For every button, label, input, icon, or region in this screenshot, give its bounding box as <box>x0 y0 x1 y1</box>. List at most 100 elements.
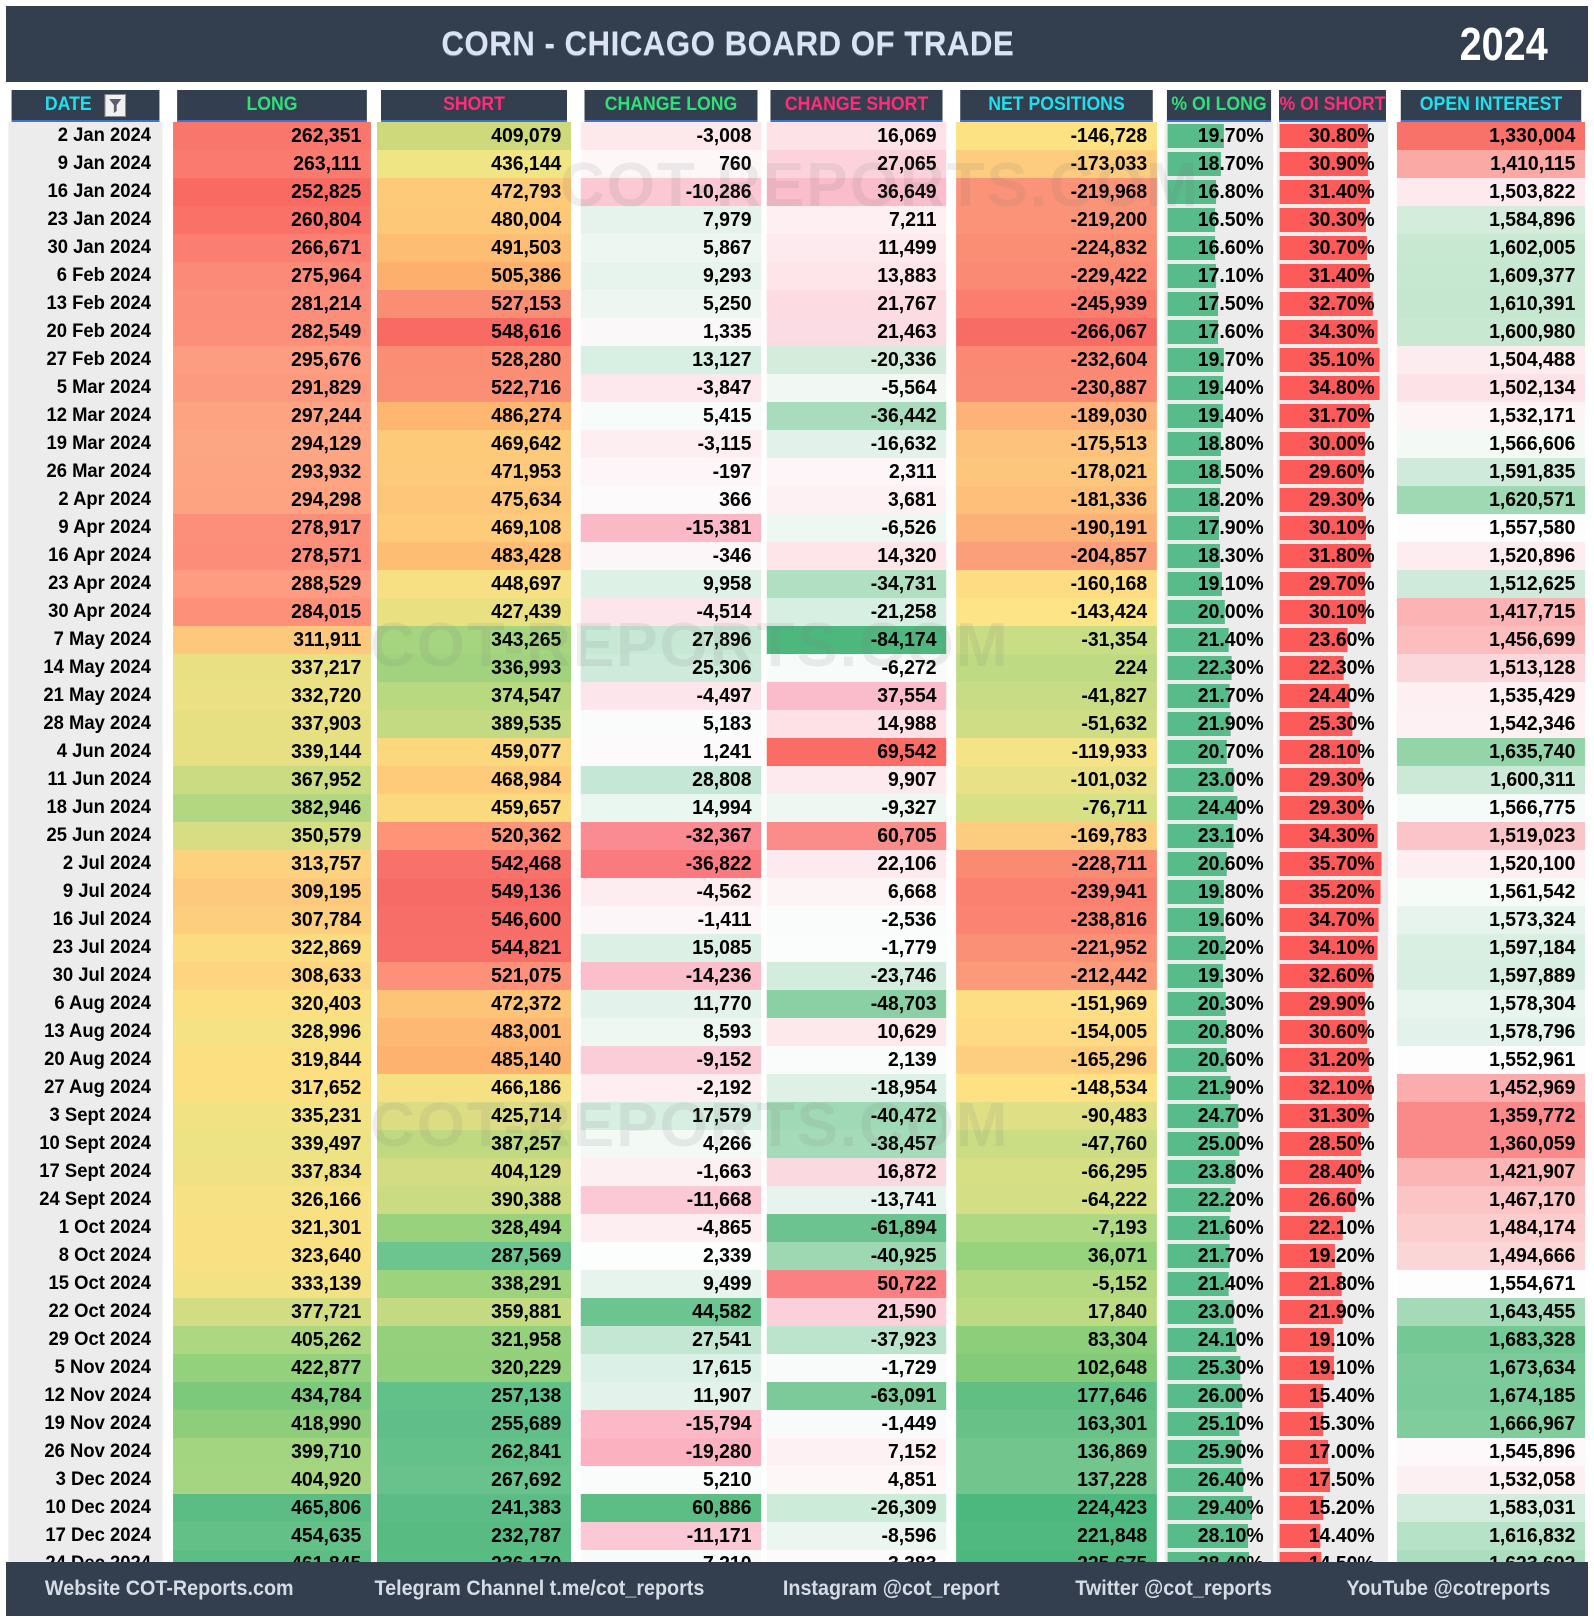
cell-oi-long: 21.90% <box>1164 1074 1274 1102</box>
table-row: 19 Mar 2024 294,129 469,642 -3,115 -16,632 -1… <box>6 430 1588 458</box>
oi-long-bar <box>1167 1440 1242 1464</box>
cell-long: 263,111 <box>173 150 371 178</box>
cell-oi-long: 20.60% <box>1164 850 1274 878</box>
spacer <box>1390 1354 1394 1382</box>
column-header-change-short[interactable]: CHANGE SHORT <box>770 90 943 122</box>
oi-long-bar <box>1167 180 1217 204</box>
cell-oi-short: 22.30% <box>1276 654 1389 682</box>
cell-long: 339,497 <box>173 1130 371 1158</box>
cell-net-positions: -228,711 <box>956 850 1157 878</box>
spacer <box>949 1494 953 1522</box>
cell-change-long: -36,822 <box>580 850 762 878</box>
cell-date: 10 Dec 2024 <box>8 1494 163 1522</box>
column-header-date[interactable]: DATE <box>11 90 160 122</box>
cell-change-short: -21,258 <box>766 598 947 626</box>
spacer <box>165 542 170 570</box>
spacer <box>949 90 953 122</box>
cell-long: 323,640 <box>173 1242 371 1270</box>
cell-net-positions: 83,304 <box>956 1326 1157 1354</box>
cell-change-short: 11,499 <box>766 234 947 262</box>
spacer <box>1390 430 1394 458</box>
spacer <box>1160 1046 1163 1074</box>
cell-oi-long-value: 18.70% <box>1197 153 1264 175</box>
table-row: 30 Jan 2024 266,671 491,503 5,867 11,499 -224… <box>6 234 1588 262</box>
cell-oi-long-value: 24.70% <box>1197 1105 1264 1127</box>
column-header-change-long[interactable]: CHANGE LONG <box>584 90 758 122</box>
cell-open-interest: 1,616,832 <box>1396 1522 1586 1550</box>
cell-change-short: -48,703 <box>766 990 947 1018</box>
spacer <box>1160 402 1163 430</box>
cell-oi-long-value: 21.40% <box>1197 1273 1264 1295</box>
cell-oi-short-value: 15.30% <box>1308 1413 1375 1435</box>
spacer <box>1390 990 1394 1018</box>
cell-oi-short: 31.80% <box>1276 542 1389 570</box>
oi-short-bar <box>1279 1384 1324 1408</box>
cell-oi-long: 25.90% <box>1164 1438 1274 1466</box>
cell-change-long: 17,579 <box>580 1102 762 1130</box>
cot-data-table: DATE LONG SHORT CHANGE LONG CHANGE SHORT… <box>6 90 1588 1578</box>
oi-long-bar <box>1167 376 1223 400</box>
cell-oi-long-value: 19.70% <box>1197 349 1264 371</box>
cell-net-positions: -7,193 <box>956 1214 1157 1242</box>
cell-oi-short: 28.50% <box>1276 1130 1389 1158</box>
footer-link-4[interactable]: YouTube @cotreports <box>1346 1577 1551 1600</box>
column-header-oi-long[interactable]: % OI LONG <box>1166 90 1272 122</box>
column-header-short[interactable]: SHORT <box>381 90 567 122</box>
cell-net-positions: -219,200 <box>956 206 1157 234</box>
cell-open-interest: 1,643,455 <box>1396 1298 1586 1326</box>
spacer <box>165 1382 170 1410</box>
cell-oi-long: 21.70% <box>1164 1242 1274 1270</box>
spacer <box>1390 374 1394 402</box>
oi-short-bar <box>1279 1216 1343 1240</box>
cell-open-interest: 1,456,699 <box>1396 626 1586 654</box>
cell-date: 12 Mar 2024 <box>8 402 163 430</box>
spacer <box>574 878 578 906</box>
cell-net-positions: -189,030 <box>956 402 1157 430</box>
cell-oi-long-value: 23.10% <box>1197 825 1264 847</box>
cell-oi-short: 26.60% <box>1276 1186 1389 1214</box>
column-header-open-interest[interactable]: OPEN INTEREST <box>1400 90 1582 122</box>
footer-link-3[interactable]: Twitter @cot_reports <box>1075 1577 1272 1600</box>
cell-change-short: -37,923 <box>766 1326 947 1354</box>
spacer <box>165 290 170 318</box>
cell-net-positions: -266,067 <box>956 318 1157 346</box>
cell-oi-short: 34.80% <box>1276 374 1389 402</box>
table-row: 17 Sept 2024 337,834 404,129 -1,663 16,872 -6… <box>6 1158 1588 1186</box>
cell-long: 322,869 <box>173 934 371 962</box>
spacer <box>165 458 170 486</box>
cell-net-positions: 224,423 <box>956 1494 1157 1522</box>
column-header-long[interactable]: LONG <box>177 90 367 122</box>
column-header-net-positions[interactable]: NET POSITIONS <box>960 90 1153 122</box>
spacer <box>949 1410 953 1438</box>
cell-oi-long-value: 20.70% <box>1197 741 1264 763</box>
spacer <box>165 766 170 794</box>
footer-link-1[interactable]: Telegram Channel t.me/cot_reports <box>374 1577 704 1600</box>
spacer <box>949 850 953 878</box>
cell-date: 13 Aug 2024 <box>8 1018 163 1046</box>
spacer <box>574 1298 578 1326</box>
footer-bar: Website COT-Reports.com Telegram Channel … <box>6 1562 1588 1616</box>
cell-change-short: -1,779 <box>766 934 947 962</box>
cell-oi-short-value: 23.60% <box>1308 629 1375 651</box>
filter-icon[interactable] <box>104 93 127 117</box>
spacer <box>1390 1382 1394 1410</box>
footer-link-0[interactable]: Website COT-Reports.com <box>44 1577 294 1600</box>
cell-change-long: -4,497 <box>580 682 762 710</box>
oi-long-bar <box>1167 964 1223 988</box>
footer-link-2[interactable]: Instagram @cot_report <box>783 1577 1001 1600</box>
cell-oi-long-value: 17.50% <box>1197 293 1264 315</box>
cell-open-interest: 1,519,023 <box>1396 822 1586 850</box>
cell-oi-long-value: 21.90% <box>1197 713 1264 735</box>
column-header-oi-short[interactable]: % OI SHORT <box>1279 90 1386 122</box>
oi-long-bar <box>1167 1076 1231 1100</box>
spacer <box>1390 1046 1394 1074</box>
cell-oi-long: 24.40% <box>1164 794 1274 822</box>
cell-oi-long-value: 16.80% <box>1197 181 1264 203</box>
spacer <box>1390 934 1394 962</box>
oi-long-bar <box>1167 124 1224 148</box>
cell-net-positions: 17,840 <box>956 1298 1157 1326</box>
cell-net-positions: 137,228 <box>956 1466 1157 1494</box>
cell-oi-long-value: 24.10% <box>1197 1329 1264 1351</box>
spacer <box>574 794 578 822</box>
spacer <box>1390 458 1394 486</box>
